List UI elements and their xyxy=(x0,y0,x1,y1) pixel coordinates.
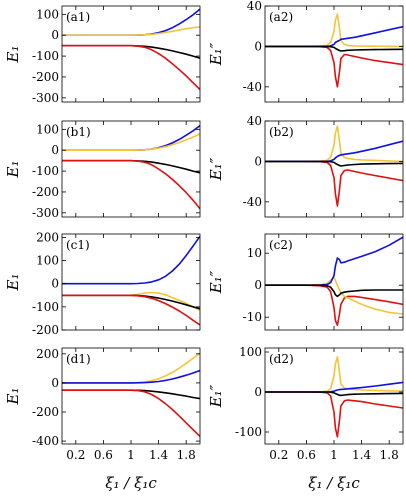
x-tick-label: 0.6 xyxy=(297,448,316,462)
y-tick-label: -300 xyxy=(32,206,59,220)
panel-c1: 200 100 0 -100 -200 (c1) E₁ xyxy=(4,230,201,337)
series-line-red xyxy=(265,45,403,88)
x-tick-label: 0.6 xyxy=(94,448,113,462)
y-tick-label: -200 xyxy=(32,70,59,84)
y-tick-label: -200 xyxy=(32,405,59,419)
series-line-red xyxy=(62,294,200,326)
series-group xyxy=(62,235,200,326)
y-tick-label: 0 xyxy=(254,154,262,168)
y-tick-label: -40 xyxy=(243,195,262,209)
panel-a2: 40 0 -40 (a2) E₁″ xyxy=(207,0,404,103)
panel-d2: 100 0 -100 0.2 0.6 1 1.4 1.8 (d2) E₁″ xyxy=(207,345,404,462)
series-line-black xyxy=(62,159,200,174)
y-axis-label: E₁″ xyxy=(207,157,225,181)
series-line-red xyxy=(62,389,200,437)
y-tick-label: 10 xyxy=(247,246,262,260)
series-line-black xyxy=(265,45,403,52)
panel-c2: 10 0 -10 (c2) E₁″ xyxy=(207,233,404,331)
y-tick-label: -40 xyxy=(243,80,262,94)
panel-b2: 40 0 -40 (b2) E₁″ xyxy=(207,114,404,218)
y-tick-label: 0 xyxy=(254,385,262,399)
y-tick-label: 200 xyxy=(36,347,59,361)
y-tick-label: 0 xyxy=(51,28,59,42)
y-tick-label: 200 xyxy=(36,230,59,244)
series-line-black xyxy=(265,391,403,397)
y-tick-label: -200 xyxy=(32,185,59,199)
panel-tag: (c2) xyxy=(269,238,293,252)
y-tick-label: 0 xyxy=(51,143,59,157)
y-tick-label: 0 xyxy=(51,277,59,291)
y-tick-label: 100 xyxy=(36,7,59,21)
x-tick-label: 0.2 xyxy=(66,448,85,462)
y-tick-label: 40 xyxy=(247,0,262,13)
panel-tag: (c1) xyxy=(66,238,90,252)
x-axis-label: ξ₁ / ξ₁c xyxy=(308,474,360,492)
series-group xyxy=(265,13,403,88)
y-tick-label: 0 xyxy=(254,39,262,53)
series-line-red xyxy=(62,44,200,91)
series-line-blue xyxy=(62,369,200,384)
y-tick-label: -100 xyxy=(32,164,59,178)
y-tick-label: -200 xyxy=(32,323,59,337)
series-line-blue xyxy=(62,235,200,285)
panel-tag: (a1) xyxy=(66,10,90,24)
x-tick-label: 1.4 xyxy=(149,448,168,462)
y-axis-label: E₁ xyxy=(4,161,22,179)
series-group xyxy=(265,125,403,207)
x-tick-label: 0.2 xyxy=(269,448,288,462)
series-line-yellow xyxy=(62,26,200,37)
series-line-black xyxy=(265,284,403,298)
y-axis-label: E₁″ xyxy=(207,270,225,294)
series-line-black xyxy=(62,294,200,310)
x-axis-label: ξ₁ / ξ₁c xyxy=(105,474,157,492)
series-line-black xyxy=(62,44,200,59)
y-axis-label: E₁ xyxy=(4,46,22,64)
series-group xyxy=(62,124,200,210)
panel-tag: (a2) xyxy=(269,10,293,24)
panel-tag: (b1) xyxy=(66,125,91,139)
y-axis-label: E₁ xyxy=(4,388,22,406)
y-axis-label: E₁″ xyxy=(207,384,225,408)
series-group xyxy=(265,236,403,327)
y-tick-label: 40 xyxy=(247,114,262,128)
y-tick-label: 100 xyxy=(36,122,59,136)
y-tick-label: -100 xyxy=(235,425,262,439)
y-axis-label: E₁ xyxy=(4,274,22,292)
y-tick-label: -300 xyxy=(32,91,59,105)
series-group xyxy=(62,8,200,91)
series-line-black xyxy=(265,160,403,167)
x-tick-label: 1.8 xyxy=(177,448,196,462)
y-tick-label: -400 xyxy=(32,434,59,448)
y-tick-label: 100 xyxy=(239,345,262,359)
series-line-red xyxy=(265,391,403,438)
y-tick-label: 0 xyxy=(51,376,59,390)
panel-tag: (b2) xyxy=(269,125,294,139)
x-tick-label: 1.8 xyxy=(380,448,399,462)
panel-d1: 200 0 -200 -400 0.2 0.6 1 1.4 1.8 (d1) E₁ xyxy=(4,347,201,462)
panel-tag: (d2) xyxy=(269,352,294,366)
x-tick-label: 1 xyxy=(330,448,338,462)
y-tick-label: 100 xyxy=(36,254,59,268)
panel-b1: 100 0 -100 -200 -300 (b1) E₁ xyxy=(4,120,201,220)
series-line-red xyxy=(62,159,200,210)
y-tick-label: -100 xyxy=(32,49,59,63)
y-tick-label: 0 xyxy=(254,278,262,292)
y-tick-label: -10 xyxy=(243,310,262,324)
series-group xyxy=(62,352,200,437)
series-line-red xyxy=(265,160,403,207)
series-group xyxy=(265,355,403,438)
panel-a1: 100 0 -100 -200 -300 (a1) E₁ xyxy=(4,5,201,105)
y-axis-label: E₁″ xyxy=(207,42,225,66)
panel-tag: (d1) xyxy=(66,352,91,366)
series-line-black xyxy=(62,389,200,400)
y-tick-label: -100 xyxy=(32,300,59,314)
x-tick-label: 1.4 xyxy=(352,448,371,462)
x-tick-label: 1 xyxy=(127,448,135,462)
series-line-yellow xyxy=(62,133,200,151)
